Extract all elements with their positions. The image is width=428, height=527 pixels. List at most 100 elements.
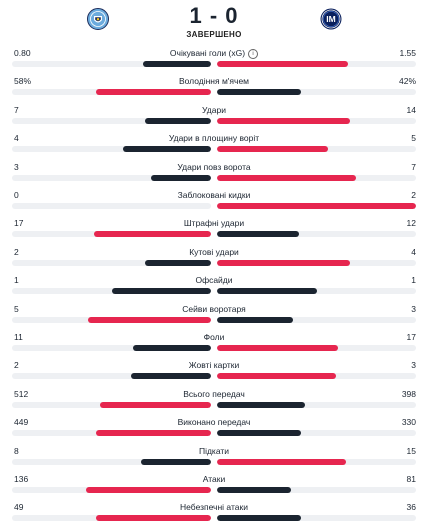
home-bar-fill [151, 174, 211, 181]
away-bar-track [217, 117, 416, 124]
away-stat-value: 36 [406, 502, 416, 513]
stat-label: Підкати [0, 446, 428, 456]
home-stat-value: 449 [14, 417, 29, 428]
away-bar-track [217, 401, 416, 408]
away-bar-fill [217, 373, 337, 380]
away-bar-fill [217, 89, 301, 96]
home-bar-track [12, 430, 211, 437]
away-bar-fill [217, 231, 299, 238]
stat-label-text: Кутові удари [189, 246, 239, 257]
away-bar-track [217, 203, 416, 209]
home-bar-track [12, 174, 211, 181]
away-bar-track [217, 316, 416, 323]
stat-label: Удари [0, 105, 428, 115]
away-stat-value: 5 [411, 133, 416, 144]
stat-row: 11 Фоли 17 [0, 328, 428, 356]
away-bar-track [217, 487, 416, 493]
home-bar-track [12, 487, 211, 493]
away-stat-value: 3 [411, 360, 416, 371]
away-bar-fill [217, 487, 291, 493]
home-stat-value: 136 [14, 474, 29, 484]
away-bar-fill [217, 174, 357, 181]
away-stat-value: 17 [406, 332, 416, 342]
away-bar-fill [217, 117, 351, 124]
match-score: 1 - 0 [189, 3, 239, 28]
home-bar-fill [143, 61, 211, 67]
home-stat-value: 4 [14, 133, 19, 144]
stat-label-text: Атаки [202, 474, 226, 484]
away-bar-track [217, 345, 416, 351]
home-stat-value: 1 [14, 275, 19, 286]
stat-label: Удари повз ворота [0, 162, 428, 172]
stat-label: Всього передач [0, 389, 428, 399]
away-stat-value: 42% [398, 76, 416, 87]
home-bar-fill [123, 146, 211, 153]
home-bar-track [12, 231, 211, 238]
away-bar-fill [217, 401, 305, 408]
home-bar-track [12, 373, 211, 380]
home-bar-fill [95, 430, 211, 437]
away-stat-value: 7 [411, 161, 416, 172]
svg-text:IM: IM [326, 14, 335, 24]
home-bar-fill [145, 259, 211, 266]
stat-label-text: Удари в площину воріт [168, 133, 260, 144]
stat-label: Заблоковані кидки [0, 190, 428, 200]
home-bar-track [12, 288, 211, 295]
away-stat-value: 14 [406, 104, 416, 115]
stat-label-text: Всього передач [183, 388, 245, 399]
stat-label: Виконано передач [0, 417, 428, 427]
stat-row: 17 Штрафні удари 12 [0, 214, 428, 242]
info-icon[interactable]: i [248, 49, 259, 59]
away-bar-fill [217, 146, 329, 153]
home-bar-fill [95, 515, 211, 522]
home-bar-fill [85, 487, 211, 493]
away-bar-fill [217, 316, 293, 323]
match-header: 1 - 0 ЗАВЕРШЕНО IM [0, 0, 428, 44]
stat-label: Небезпечні атаки [0, 502, 428, 512]
stat-label-text: Жовті картки [188, 360, 240, 371]
inter-crest-icon[interactable]: IM [320, 8, 342, 30]
stat-label: Кутові удари [0, 247, 428, 257]
stat-row: 2 Кутові удари 4 [0, 243, 428, 271]
stat-label: Жовті картки [0, 360, 428, 370]
manchester-city-crest-icon[interactable] [87, 8, 109, 30]
away-stat-value: 3 [411, 303, 416, 314]
home-stat-value: 5 [14, 303, 19, 314]
away-bar-track [217, 146, 416, 153]
home-stat-value: 8 [14, 445, 19, 456]
stat-row: 512 Всього передач 398 [0, 385, 428, 413]
home-stat-value: 2 [14, 360, 19, 371]
home-stat-value: 58% [14, 76, 32, 87]
stat-row: 3 Удари повз ворота 7 [0, 158, 428, 186]
stat-label-text: Підкати [198, 445, 230, 456]
away-bar-track [217, 174, 416, 181]
home-stat-value: 0.80 [14, 48, 31, 58]
away-bar-fill [217, 345, 339, 351]
stat-label: Очікувані голи (xG) i [0, 48, 428, 59]
stat-row: 4 Удари в площину воріт 5 [0, 129, 428, 157]
home-bar-fill [141, 458, 211, 465]
stat-label: Сейви воротаря [0, 304, 428, 314]
stat-label-text: Заблоковані кидки [177, 190, 251, 200]
match-status: ЗАВЕРШЕНО [186, 30, 242, 39]
away-stat-value: 2 [411, 190, 416, 200]
stat-row: 7 Удари 14 [0, 101, 428, 129]
home-bar-track [12, 401, 211, 408]
stat-label-text: Володіння м'ячем [178, 76, 250, 87]
home-bar-track [12, 515, 211, 522]
stat-label: Атаки [0, 474, 428, 484]
home-stat-value: 17 [14, 218, 24, 229]
away-stat-value: 1 [411, 275, 416, 286]
away-bar-fill [217, 515, 301, 522]
home-bar-fill [93, 231, 211, 238]
away-bar-track [217, 373, 416, 380]
away-bar-fill [217, 430, 301, 437]
home-bar-fill [133, 345, 211, 351]
stat-row: 0 Заблоковані кидки 2 [0, 186, 428, 214]
away-bar-track [217, 89, 416, 96]
home-bar-track [12, 61, 211, 67]
away-stat-value: 15 [406, 445, 416, 456]
away-stat-value: 12 [406, 218, 416, 229]
away-bar-track [217, 515, 416, 522]
away-bar-track [217, 231, 416, 238]
